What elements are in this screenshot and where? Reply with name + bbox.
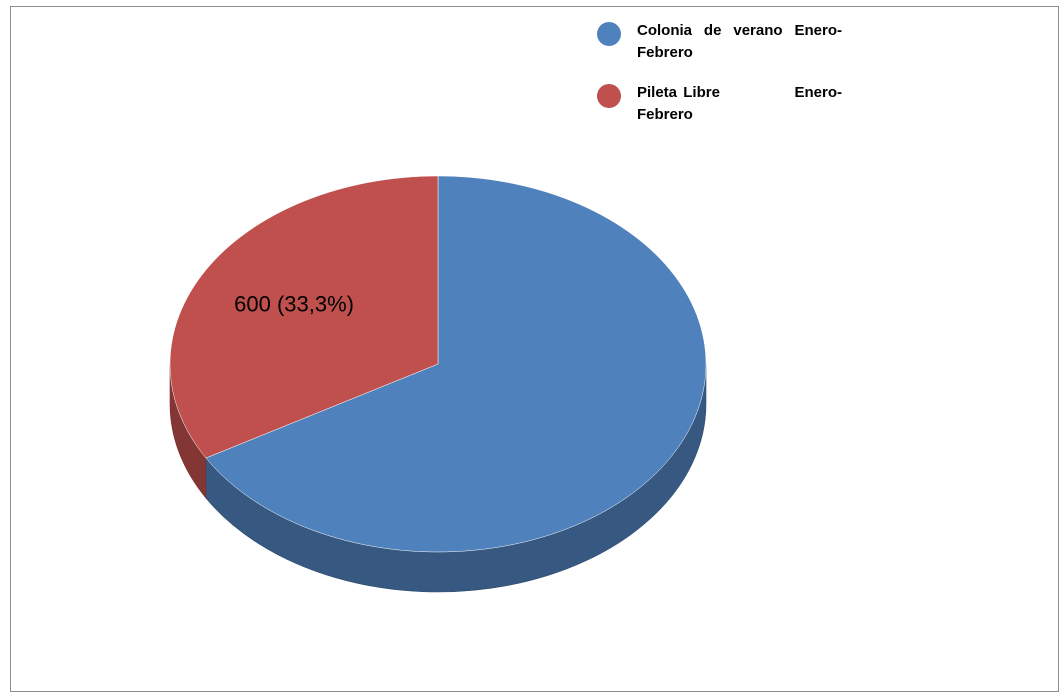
legend-label-colonia: Colonia de verano Enero-Febrero [637, 22, 842, 61]
legend-label-pileta: Pileta Libre Enero-Febrero [637, 84, 842, 123]
data-label-pileta: 600 (33,3%) [234, 292, 354, 317]
pie-slice-pileta [169, 175, 439, 459]
legend-item-colonia: Colonia de verano Enero-Febrero [597, 20, 857, 64]
legend-marker-colonia [597, 22, 621, 46]
pie-slice-colonia [205, 175, 707, 553]
legend-marker-pileta [597, 84, 621, 108]
legend-item-pileta: Pileta Libre Enero-Febrero [597, 82, 857, 126]
legend: Colonia de verano Enero-Febrero Pileta L… [597, 20, 857, 144]
